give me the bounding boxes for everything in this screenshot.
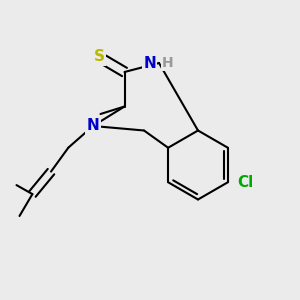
Text: H: H xyxy=(162,56,174,70)
Text: N: N xyxy=(143,56,156,70)
Text: N: N xyxy=(87,118,99,134)
Text: Cl: Cl xyxy=(238,175,254,190)
Text: S: S xyxy=(94,50,104,64)
